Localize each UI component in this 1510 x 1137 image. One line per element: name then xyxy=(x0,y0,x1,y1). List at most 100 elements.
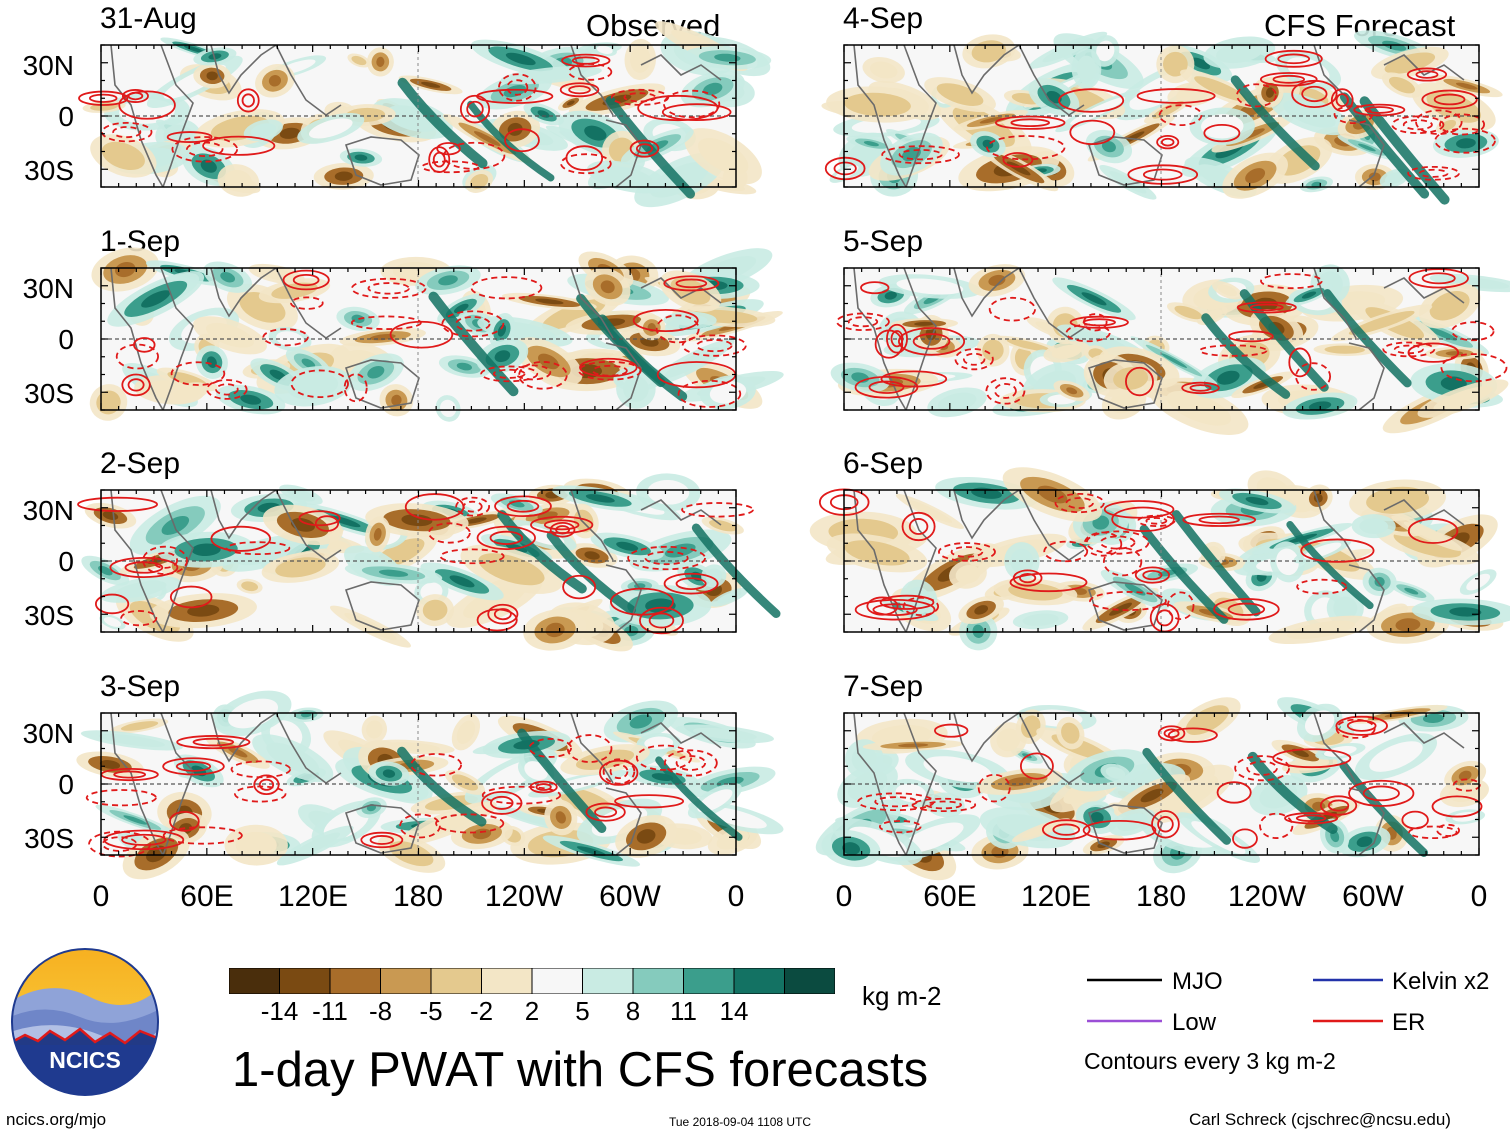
lon-tick-right-120e: 120E xyxy=(1020,880,1092,913)
pwat-anomaly-blob xyxy=(1100,763,1131,783)
colorbar-tick-label: 11 xyxy=(670,996,697,1026)
panel-date-obs-1: 31-Aug xyxy=(100,2,197,35)
lat-tick-30s: 30S xyxy=(24,600,74,631)
pwat-streak xyxy=(691,523,781,619)
pwat-anomaly-blob xyxy=(365,503,469,538)
pwat-anomaly-blob xyxy=(862,739,964,751)
pwat-anomaly-blob xyxy=(826,86,929,123)
map-panel-forecast-4 xyxy=(815,697,1489,881)
pwat-anomaly-blob xyxy=(624,38,657,81)
pwat-anomaly-blob xyxy=(90,134,157,178)
pwat-anomaly-blob xyxy=(1270,541,1305,583)
pwat-anomaly-blob xyxy=(701,516,744,535)
panel-date-fc-1: 4-Sep xyxy=(843,2,924,35)
coastlines xyxy=(110,44,722,188)
panel-date-obs-4: 3-Sep xyxy=(100,670,181,703)
lon-tick-right-180: 180 xyxy=(1135,880,1187,913)
pwat-anomaly-blob xyxy=(398,75,463,95)
colorbar-swatch xyxy=(380,968,432,994)
map-panel-observed-3 xyxy=(77,473,781,652)
colorbar-tick-label: 8 xyxy=(625,996,641,1026)
map-ticks xyxy=(100,712,737,856)
colorbar-swatch xyxy=(229,968,280,994)
pwat-anomaly-blob xyxy=(1381,72,1423,98)
pwat-streak xyxy=(655,756,743,841)
footer-timestamp: Tue 2018-09-04 1108 UTC xyxy=(669,1115,812,1129)
pwat-anomaly-blob xyxy=(684,766,776,798)
pwat-anomaly-blob xyxy=(905,749,1010,790)
pwat-anomaly-blob xyxy=(1371,46,1449,80)
pwat-anomaly-blob xyxy=(616,368,656,409)
pwat-anomaly-blob xyxy=(557,95,584,111)
pwat-anomaly-blob xyxy=(560,744,650,776)
pwat-anomaly-blob xyxy=(1071,48,1102,90)
pwat-anomaly-blob xyxy=(615,815,678,858)
pwat-anomaly-blob xyxy=(297,113,365,144)
pwat-anomaly-blob xyxy=(993,578,1078,606)
lon-tick-left-60e: 60E xyxy=(180,880,234,913)
pwat-anomaly-blob xyxy=(1043,341,1090,363)
pwat-anomaly-blob xyxy=(826,533,928,573)
pwat-anomaly-blob xyxy=(379,384,414,417)
legend-er-line xyxy=(1313,1019,1383,1023)
pwat-anomaly-blob xyxy=(99,614,126,630)
pwat-anomaly-blob xyxy=(846,135,897,152)
pwat-anomaly-blob xyxy=(1432,128,1499,158)
pwat-streak xyxy=(497,510,587,594)
map-ticks xyxy=(843,44,1480,188)
er-contours xyxy=(77,493,754,635)
map-ticks xyxy=(843,489,1480,633)
pwat-anomaly-blob xyxy=(523,609,587,651)
lat-tick-30n: 30N xyxy=(22,495,74,526)
pwat-streak xyxy=(546,530,636,615)
panel-date-fc-2: 5-Sep xyxy=(843,225,924,258)
pwat-anomaly-blob xyxy=(1459,569,1497,595)
legend-kelvin-line xyxy=(1313,978,1383,982)
map-panel-observed-1 xyxy=(78,21,772,208)
pwat-anomaly-blob xyxy=(91,247,159,292)
pwat-anomaly-blob xyxy=(862,56,905,84)
colorbar-tick-label: 2 xyxy=(524,996,540,1026)
er-contours xyxy=(115,269,747,408)
colorbar xyxy=(229,968,835,994)
pwat-anomaly-blob xyxy=(1351,514,1396,539)
colorbar-swatch xyxy=(582,968,634,994)
lat-tick-30n: 30N xyxy=(22,273,74,304)
pwat-anomaly-blob xyxy=(107,271,205,327)
coastlines xyxy=(110,267,722,411)
lat-tick-30n: 30N xyxy=(22,718,74,749)
lat-tick-0: 0 xyxy=(58,324,74,355)
coastlines xyxy=(853,712,1465,856)
legend-mjo-label: MJO xyxy=(1172,968,1223,995)
panel-date-fc-4: 7-Sep xyxy=(843,670,924,703)
pwat-anomaly-blob xyxy=(837,762,898,808)
er-contours xyxy=(836,268,1508,405)
legend-low-label: Low xyxy=(1172,1009,1217,1036)
legend-er-label: ER xyxy=(1392,1009,1426,1036)
pwat-anomaly-blob xyxy=(1218,488,1296,514)
map-ticks xyxy=(843,267,1480,411)
lon-tick-right-60w: 60W xyxy=(1342,880,1404,913)
pwat-anomaly-blob xyxy=(675,724,774,744)
map-ticks xyxy=(100,44,737,188)
pwat-anomaly-blob xyxy=(1429,273,1510,293)
pwat-anomaly-blob xyxy=(1354,733,1438,781)
pwat-streak xyxy=(1201,313,1291,399)
colorbar-swatch xyxy=(683,968,735,994)
pwat-anomaly-blob xyxy=(192,316,267,355)
colorbar-swatch xyxy=(430,968,482,994)
pwat-anomaly-blob xyxy=(636,473,701,512)
pwat-anomaly-blob xyxy=(344,562,443,584)
lat-tick-0: 0 xyxy=(58,101,74,132)
pwat-streak xyxy=(517,728,607,833)
panel-date-obs-3: 2-Sep xyxy=(100,447,181,480)
pwat-streak xyxy=(397,77,488,169)
pwat-anomaly-blob xyxy=(166,382,209,404)
colorbar-swatch xyxy=(531,968,583,994)
pwat-anomaly-blob xyxy=(216,384,286,415)
pwat-anomaly-blob xyxy=(680,70,745,108)
pwat-anomaly-blob xyxy=(347,353,404,392)
pwat-anomaly-blob xyxy=(1212,281,1243,300)
pwat-anomaly-blob xyxy=(377,834,446,873)
lat-tick-30n: 30N xyxy=(22,50,74,81)
